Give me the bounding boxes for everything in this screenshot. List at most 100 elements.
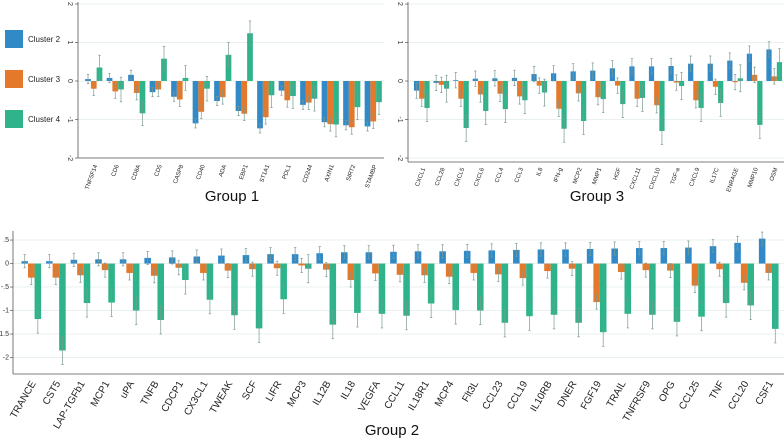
category-group: SIRT2	[343, 81, 361, 183]
x-tick-label: OPG	[657, 379, 678, 404]
category-group: LAP-TGFb1	[52, 252, 91, 431]
category-group: TNFB	[139, 250, 165, 407]
bar-cluster-4	[483, 81, 489, 112]
category-group: TGF-a	[668, 57, 685, 186]
category-group: IFN-g	[551, 65, 567, 183]
category-group: MCP2	[570, 63, 587, 185]
category-group: MCP1	[89, 252, 115, 409]
x-tick-label: TWEAK	[208, 379, 235, 416]
panel-title: Group 1	[205, 188, 259, 205]
bar-cluster-4	[624, 263, 632, 314]
x-tick-label: CCL11	[383, 379, 408, 411]
category-group: CCL19	[505, 242, 533, 412]
y-tick-label: 0	[396, 79, 403, 83]
bar-cluster-2	[727, 60, 733, 81]
x-tick-label: CX3CL1	[182, 379, 211, 418]
bar-cluster-4	[698, 263, 705, 317]
bar-cluster-3	[419, 81, 425, 99]
x-tick-label: CCL19	[505, 379, 530, 412]
x-tick-label: HGF	[613, 167, 623, 181]
panel-group-3: 2 1 0 -1 -2 CXCL1 CCL28 CXCL5 CXCL6 CCL4 CCL3 IL8 IF…	[396, 2, 784, 205]
bar-cluster-4	[452, 263, 459, 311]
bar-cluster-4	[83, 263, 91, 304]
bar-cluster-3	[176, 81, 183, 100]
category-group: TRANCE	[9, 254, 42, 420]
bar-cluster-4	[659, 81, 665, 132]
x-tick-label: SCF	[240, 379, 260, 402]
bar-cluster-3	[284, 81, 291, 101]
y-tick-label: 1	[396, 41, 403, 45]
bar-cluster-4	[255, 263, 263, 329]
category-group: CCL4	[492, 70, 508, 184]
bar-cluster-2	[688, 63, 694, 81]
x-tick-label: LIFR	[264, 379, 284, 403]
bar-cluster-4	[34, 263, 42, 320]
bar-cluster-3	[458, 81, 464, 99]
bar-cluster-4	[747, 263, 754, 306]
x-tick-label: MCP3	[286, 379, 310, 409]
bar-cluster-3	[305, 81, 312, 103]
bar-cluster-3	[219, 81, 226, 98]
bar-cluster-2	[300, 81, 306, 105]
bar-cluster-4	[463, 81, 469, 128]
legend-label: Cluster 2	[28, 35, 61, 44]
bar-cluster-4	[59, 263, 66, 351]
bar-cluster-2	[746, 53, 753, 81]
category-group: CD6	[106, 72, 124, 178]
x-tick-label: CD6	[111, 164, 121, 178]
x-tick-label: CDCP1	[160, 379, 187, 414]
x-tick-label: TRANCE	[9, 379, 39, 420]
bar-cluster-3	[198, 81, 205, 112]
legend-swatch-cluster-4	[5, 110, 23, 128]
category-group: CXCL6	[472, 70, 489, 187]
bar-cluster-2	[192, 81, 199, 124]
x-tick-label: IL10RB	[529, 379, 555, 414]
bar-cluster-3	[262, 81, 269, 118]
x-tick-label: ENRAGE	[726, 167, 740, 193]
category-group: Flt3L	[460, 243, 484, 404]
bar-cluster-4	[722, 263, 730, 304]
x-tick-label: IL17C	[710, 167, 721, 185]
bar-cluster-3	[347, 263, 355, 280]
category-group: MMP1	[590, 62, 606, 186]
category-group: CCL11	[383, 244, 410, 411]
bar-cluster-4	[247, 33, 253, 81]
x-tick-label: CXCL5	[454, 167, 466, 188]
bar-cluster-3	[370, 81, 377, 122]
x-tick-label: MMP1	[592, 167, 604, 186]
bar-cluster-4	[550, 263, 558, 315]
bar-cluster-2	[707, 63, 713, 81]
x-tick-label: CD40	[196, 164, 207, 181]
x-tick-label: Flt3L	[460, 379, 481, 404]
category-group: VEGFA	[357, 245, 386, 414]
x-tick-label: DNER	[556, 379, 580, 409]
panel-title: Group 3	[570, 188, 624, 205]
x-tick-label: SIRT2	[346, 164, 358, 183]
bar-cluster-4	[771, 263, 779, 329]
bar-cluster-2	[660, 248, 668, 264]
category-group: MCP3	[286, 247, 312, 409]
category-group: OPG	[657, 241, 681, 404]
bar-cluster-3	[327, 81, 334, 125]
x-tick-label: CST5	[41, 379, 64, 407]
category-group: IL18	[339, 245, 361, 402]
category-group: CCL25	[677, 240, 705, 412]
category-group: IL8	[531, 66, 548, 177]
legend: Cluster 2 Cluster 3 Cluster 4	[5, 30, 61, 128]
bar-cluster-4	[354, 81, 361, 108]
y-tick-label: .5	[3, 237, 9, 244]
y-tick-label: -2	[66, 155, 73, 161]
x-tick-label: CXCL10	[649, 167, 663, 191]
category-group: HGF	[609, 60, 626, 181]
category-group: CST5	[41, 254, 66, 407]
category-group: AXIN1	[321, 81, 339, 183]
panel-group-1: 2 1 0 -1 -2 TNFSF14 CD6 CD8A CD5 CASP8 CD40 ADA EBP1…	[66, 2, 384, 205]
x-tick-label: CD5	[154, 164, 164, 178]
bar-cluster-3	[348, 81, 355, 128]
bar-cluster-2	[171, 81, 177, 97]
x-tick-label: AXIN1	[324, 164, 336, 183]
category-group: CD8A	[128, 69, 146, 181]
x-tick-label: CASP8	[173, 164, 186, 185]
category-group: CD40	[192, 76, 210, 181]
